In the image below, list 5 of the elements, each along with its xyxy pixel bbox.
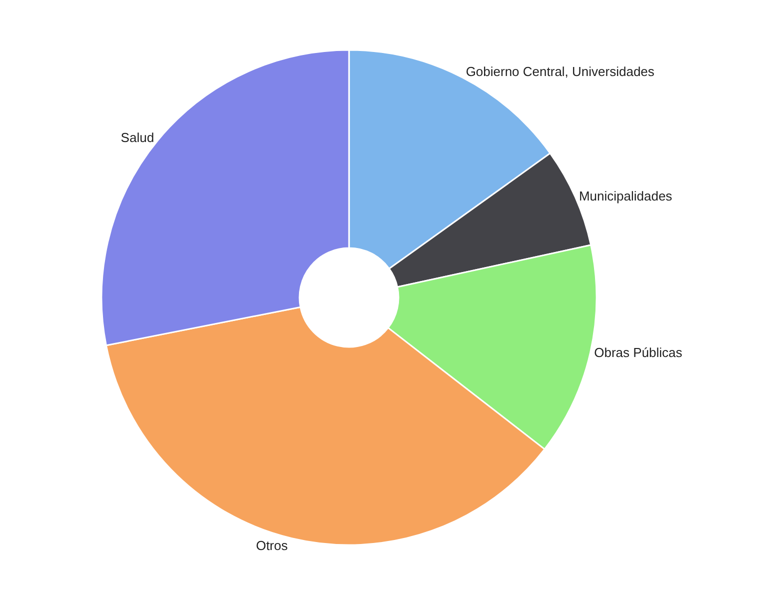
slice-label: Otros [256, 538, 288, 553]
slice-label: Obras Públicas [594, 345, 683, 360]
slice-label: Gobierno Central, Universidades [466, 64, 655, 79]
slice-label: Salud [120, 130, 154, 145]
slice-label: Municipalidades [578, 188, 673, 204]
